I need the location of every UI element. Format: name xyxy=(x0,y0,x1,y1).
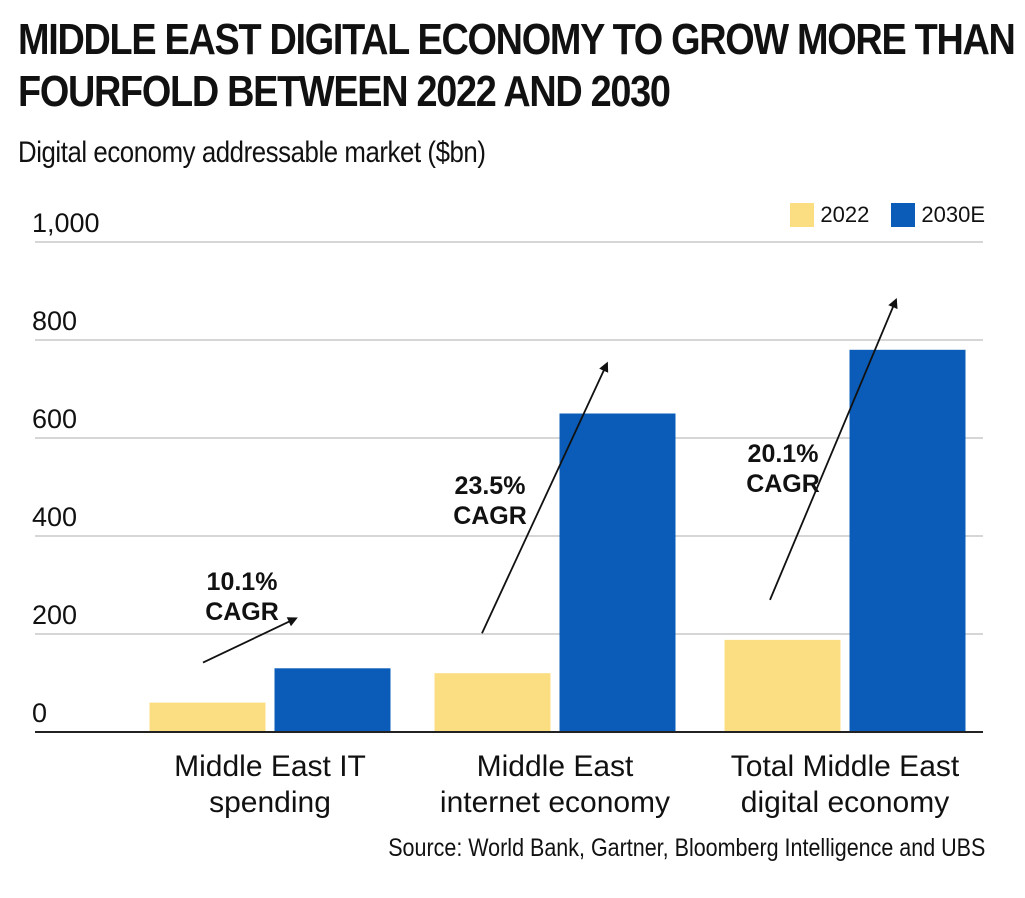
cagr-label-1-line-1: 10.1% xyxy=(207,568,278,596)
category-label-3-line-1: Total Middle East xyxy=(731,750,960,783)
bar-2022-group-3 xyxy=(724,639,841,732)
category-label-2-line-2: internet economy xyxy=(440,786,670,819)
cagr-label-1-line-2: CAGR xyxy=(205,598,279,626)
bar-2030e-group-2 xyxy=(559,413,676,732)
chart-subtitle: Digital economy addressable market ($bn) xyxy=(18,136,486,169)
y-tick-label-1000: 1,000 xyxy=(32,208,100,238)
legend-swatch-2030e xyxy=(891,203,916,227)
legend-label-2030e: 2030E xyxy=(921,202,985,227)
bar-2022-group-2 xyxy=(434,673,551,732)
y-tick-label-800: 800 xyxy=(32,306,77,336)
legend-item-2030e: 2030E xyxy=(891,202,985,228)
cagr-label-2-line-1: 23.5% xyxy=(455,472,526,500)
cagr-label-3-line-2: CAGR xyxy=(746,470,820,498)
cagr-arrow-1 xyxy=(202,617,298,664)
legend: 2022 2030E xyxy=(790,202,985,228)
category-label-1-line-1: Middle East IT xyxy=(174,750,366,783)
y-tick-label-0: 0 xyxy=(32,698,47,728)
category-label-1-line-2: spending xyxy=(209,786,331,819)
cagr-arrow-3 xyxy=(769,297,898,601)
cagr-label-3-line-1: 20.1% xyxy=(748,440,819,468)
legend-item-2022: 2022 xyxy=(790,202,869,228)
cagr-arrow-2 xyxy=(481,361,609,634)
chart-title: MIDDLE EAST DIGITAL ECONOMY TO GROW MORE… xyxy=(18,14,1016,118)
chart-title-line-2: FOURFOLD BETWEEN 2022 AND 2030 xyxy=(18,67,671,116)
y-tick-label-400: 400 xyxy=(32,502,77,532)
cagr-label-2-line-2: CAGR xyxy=(453,502,527,530)
bar-2022-group-1 xyxy=(149,702,266,732)
legend-swatch-2022 xyxy=(790,203,815,227)
bar-2030e-group-3 xyxy=(849,349,966,732)
category-label-2-line-1: Middle East xyxy=(477,750,634,783)
legend-label-2022: 2022 xyxy=(820,202,870,227)
y-tick-label-200: 200 xyxy=(32,600,77,630)
y-tick-label-600: 600 xyxy=(32,404,77,434)
category-label-3-line-2: digital economy xyxy=(741,786,949,819)
chart-title-line-1: MIDDLE EAST DIGITAL ECONOMY TO GROW MORE… xyxy=(18,15,1016,64)
bar-2030e-group-1 xyxy=(274,668,391,732)
source-note: Source: World Bank, Gartner, Bloomberg I… xyxy=(387,834,985,862)
